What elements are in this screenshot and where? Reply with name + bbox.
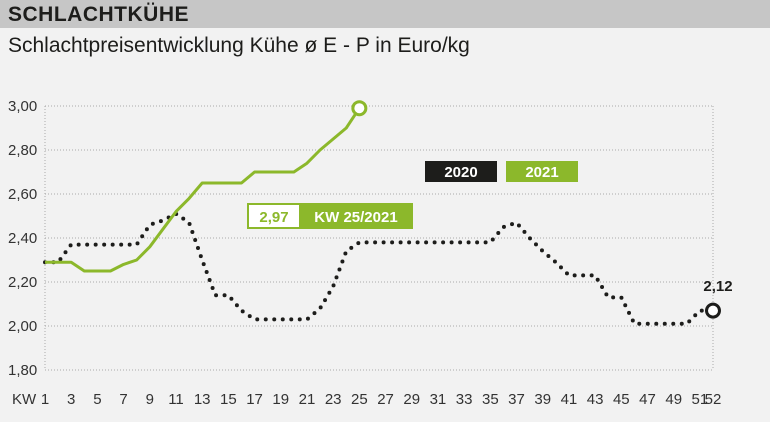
y-tick-label: 2,00 [8,318,37,335]
callout-week: KW 25/2021 [314,209,397,226]
current-value-callout: 2,97 KW 25/2021 [247,203,413,229]
x-tick-label: 1 [41,391,49,408]
x-tick-label: 13 [194,391,211,408]
y-tick-label: 2,80 [8,142,37,159]
x-tick-label: 47 [639,391,656,408]
legend: 2020 2021 [425,161,578,182]
x-tick-label: 27 [377,391,394,408]
y-tick-label: 3,00 [8,98,37,115]
chart-subtitle: Schlachtpreisentwicklung Kühe ø E - P in… [8,34,470,57]
x-tick-label: 43 [587,391,604,408]
legend-2021-box [506,161,578,182]
x-tick-label: 39 [534,391,551,408]
legend-2020-label: 2020 [444,164,477,181]
x-tick-label: 25 [351,391,368,408]
x-tick-label: 35 [482,391,499,408]
category-title: SCHLACHTKÜHE [8,3,189,26]
x-tick-label: 11 [168,391,184,408]
header-bar: SCHLACHTKÜHE [0,0,770,28]
end-marker-2020 [705,302,721,319]
x-tick-label: 9 [146,391,154,408]
x-tick-label: 41 [561,391,578,408]
end-marker-2021 [351,100,368,117]
y-tick-label: 2,40 [8,230,37,247]
x-tick-label: 31 [430,391,447,408]
legend-2020-box [425,161,497,182]
x-tick-label: 29 [403,391,420,408]
x-tick-label: 37 [508,391,525,408]
x-tick-label: 45 [613,391,630,408]
y-tick-label: 1,80 [8,362,37,379]
x-tick-label: 23 [325,391,342,408]
legend-2021-label: 2021 [525,164,558,181]
x-tick-label: 51 [692,391,709,408]
series-line-2021 [45,107,361,273]
x-tick-label: 19 [272,391,289,408]
x-tick-label: 21 [299,391,316,408]
callout-value: 2,97 [259,209,288,226]
x-tick-label: 3 [67,391,75,408]
x-tick-label: 17 [246,391,263,408]
end-value-2020: 2,12 [703,278,732,295]
x-tick-label: 52 [705,391,722,408]
series-line-2020 [43,211,715,326]
x-tick-label: 7 [119,391,127,408]
y-tick-label: 2,20 [8,274,37,291]
x-axis-label: KW [12,391,37,408]
x-tick-label: 33 [456,391,473,408]
x-tick-label: 15 [220,391,237,408]
x-tick-label: 49 [665,391,682,408]
y-tick-label: 2,60 [8,186,37,203]
x-tick-label: 5 [93,391,101,408]
